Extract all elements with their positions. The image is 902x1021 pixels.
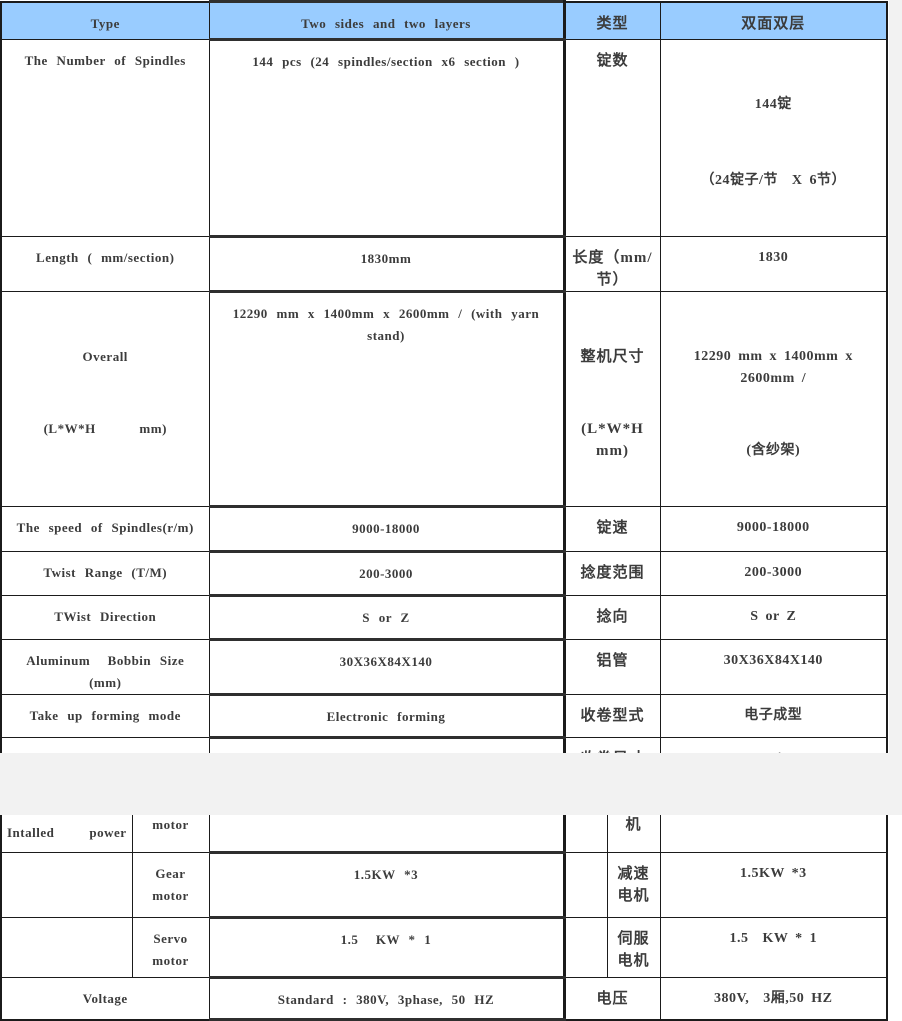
overall-en-label-line2: (L*W*H mm)	[43, 421, 167, 436]
row-length: Length ( mm/section) 1830mm 长度（mm/节） 183…	[0, 235, 888, 293]
header-cn-value: 双面双层	[659, 1, 888, 40]
row-aluminum-bobbin: Aluminum Bobbin Size (mm) 30X36X84X140 铝…	[0, 638, 888, 696]
twist-direction-en-label: TWist Direction	[0, 595, 210, 640]
row-speed: The speed of Spindles(r/m) 9000-18000 锭速…	[0, 505, 888, 553]
servo-motor-cn-value: 1.5 KW * 1	[659, 917, 888, 978]
spindles-cn-value-line1: 144锭	[754, 97, 792, 112]
gear-motor-group-spacer-cn	[563, 852, 608, 918]
row-voltage: Voltage Standard : 380V, 3phase, 50 HZ 电…	[0, 976, 888, 1021]
overall-en-label-line1: Overall	[82, 349, 128, 364]
overall-cn-label-line1: 整机尺寸	[580, 349, 645, 365]
length-en-value: 1830mm	[208, 235, 566, 293]
servo-motor-group-spacer-cn	[563, 917, 608, 978]
twist-range-cn-value: 200-3000	[659, 551, 888, 596]
servo-motor-cn-label: 伺服电机	[606, 917, 661, 978]
page-gutter-right	[889, 0, 902, 815]
twist-range-cn-label: 捻度范围	[563, 551, 661, 596]
spindles-cn-value: 144锭 （24锭子/节 X 6节）	[659, 39, 888, 237]
spindles-cn-value-line2: （24锭子/节 X 6节）	[700, 173, 847, 188]
section-divider-band	[0, 753, 902, 815]
overall-cn-label-line2: (L*W*H mm)	[581, 421, 651, 459]
length-cn-value: 1830	[659, 236, 888, 292]
aluminum-bobbin-en-value: 30X36X84X140	[208, 638, 566, 696]
overall-cn-value: 12290 mm x 1400mm x 2600mm / (含纱架)	[659, 291, 888, 507]
overall-en-value: 12290 mm x 1400mm x 2600mm / (with yarn …	[208, 290, 566, 508]
spindles-cn-label: 锭数	[563, 39, 661, 237]
overall-en-label: Overall (L*W*H mm)	[0, 291, 210, 507]
gear-motor-en-label: Gear motor	[131, 852, 210, 918]
twist-direction-cn-value: S or Z	[659, 595, 888, 640]
servo-motor-en-value: 1.5 KW * 1	[208, 916, 566, 979]
row-twist-direction: TWist Direction S or Z 捻向 S or Z	[0, 594, 888, 641]
header-en-value: Two sides and two layers	[208, 0, 566, 41]
speed-cn-label: 锭速	[563, 506, 661, 552]
header-cn-label: 类型	[563, 1, 661, 40]
speed-en-value: 9000-18000	[208, 505, 566, 553]
length-cn-label: 长度（mm/节）	[563, 236, 661, 292]
row-gear-motor: Gear motor 1.5KW *3 减速电机 1.5KW *3	[0, 851, 888, 919]
take-up-forming-en-label: Take up forming mode	[0, 694, 210, 738]
voltage-cn-value: 380V, 3厢,50 HZ	[659, 977, 888, 1020]
length-en-label: Length ( mm/section)	[0, 236, 210, 292]
take-up-forming-en-value: Electronic forming	[208, 693, 566, 739]
row-twist-range: Twist Range (T/M) 200-3000 捻度范围 200-3000	[0, 550, 888, 597]
twist-range-en-label: Twist Range (T/M)	[0, 551, 210, 596]
spindles-en-label: The Number of Spindles	[0, 39, 210, 237]
servo-motor-group-spacer	[0, 917, 133, 978]
twist-direction-en-value: S or Z	[208, 594, 566, 641]
spindles-en-value: 144 pcs (24 spindles/section x6 section …	[208, 38, 566, 238]
header-en-label: Type	[0, 1, 210, 40]
gear-motor-en-value: 1.5KW *3	[208, 851, 566, 919]
twist-range-en-value: 200-3000	[208, 550, 566, 597]
servo-motor-en-label: Servo motor	[131, 917, 210, 978]
aluminum-bobbin-en-label: Aluminum Bobbin Size (mm)	[0, 639, 210, 695]
voltage-en-label: Voltage	[0, 977, 210, 1020]
row-take-up-forming: Take up forming mode Electronic forming …	[0, 693, 888, 739]
take-up-forming-cn-label: 收卷型式	[563, 694, 661, 738]
voltage-cn-label: 电压	[563, 977, 661, 1020]
twist-direction-cn-label: 捻向	[563, 595, 661, 640]
gear-motor-cn-label: 减速电机	[606, 852, 661, 918]
header-row: Type Two sides and two layers 类型 双面双层	[0, 0, 888, 41]
overall-cn-label: 整机尺寸 (L*W*H mm)	[563, 291, 661, 507]
overall-cn-value-line2: (含纱架)	[746, 443, 801, 458]
overall-cn-value-line1: 12290 mm x 1400mm x 2600mm /	[693, 349, 860, 386]
speed-cn-value: 9000-18000	[659, 506, 888, 552]
aluminum-bobbin-cn-label: 铝管	[563, 639, 661, 695]
row-overall: Overall (L*W*H mm) 12290 mm x 1400mm x 2…	[0, 290, 888, 508]
row-servo-motor: Servo motor 1.5 KW * 1 伺服电机 1.5 KW * 1	[0, 916, 888, 979]
row-spindles: The Number of Spindles 144 pcs (24 spind…	[0, 38, 888, 238]
speed-en-label: The speed of Spindles(r/m)	[0, 506, 210, 552]
gear-motor-group-spacer	[0, 852, 133, 918]
take-up-forming-cn-value: 电子成型	[659, 694, 888, 738]
aluminum-bobbin-cn-value: 30X36X84X140	[659, 639, 888, 695]
gear-motor-cn-value: 1.5KW *3	[659, 852, 888, 918]
voltage-en-value: Standard : 380V, 3phase, 50 HZ	[208, 976, 566, 1021]
